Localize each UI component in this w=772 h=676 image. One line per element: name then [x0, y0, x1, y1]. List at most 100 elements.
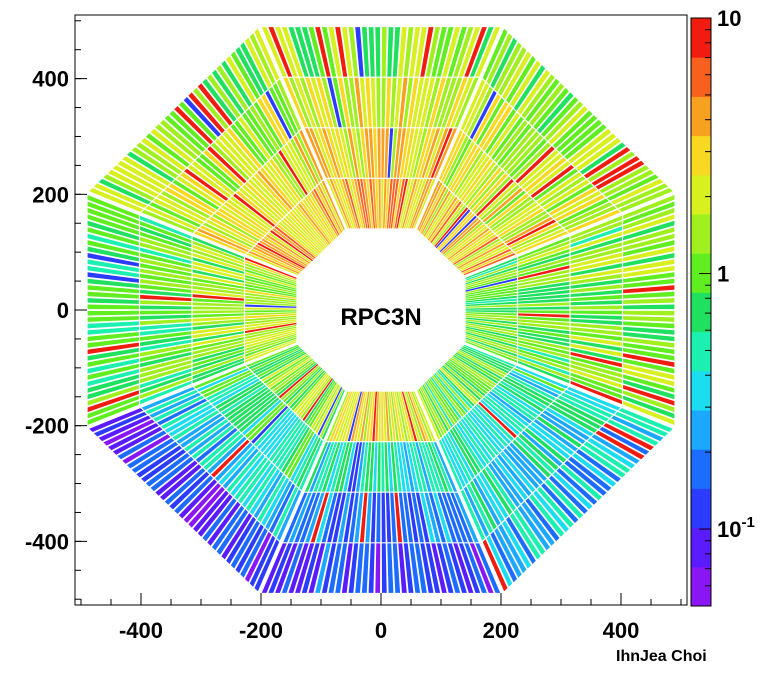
strip-cell [456, 152, 487, 198]
strip-cell [233, 393, 275, 427]
strip-cell [570, 356, 622, 373]
strip-cell [221, 60, 252, 107]
strip-cell [195, 157, 238, 192]
strip-cell [180, 172, 226, 204]
strip-cell [618, 188, 673, 212]
strip-cell [252, 246, 303, 272]
strip-cell [245, 319, 297, 328]
strip-cell [393, 128, 402, 178]
strip-cell [611, 178, 664, 205]
strip-cell [570, 294, 622, 302]
strip-cell [149, 392, 201, 418]
strip-cell [354, 391, 366, 441]
strip-cell [521, 430, 563, 467]
strip-cell [433, 374, 466, 415]
strip-cell [453, 543, 474, 593]
strip-cell [428, 77, 446, 128]
strip-cell [321, 492, 338, 543]
strip-cell [591, 434, 640, 464]
strip-cell [473, 94, 501, 143]
strip-cell [456, 242, 505, 269]
strip-cell [195, 428, 238, 463]
strip-cell [277, 489, 302, 541]
strip-cell [406, 128, 419, 178]
strip-cell [599, 426, 650, 455]
strip-cell [245, 272, 297, 289]
strip-cell [348, 543, 359, 593]
strip-cell [424, 128, 445, 178]
strip-cell [140, 226, 192, 248]
strip-cell [122, 434, 171, 464]
strip-cell [238, 116, 271, 160]
strip-cell [192, 334, 244, 347]
strip-cell [452, 426, 481, 473]
sector-s [261, 391, 501, 593]
strip-cell [87, 291, 139, 299]
strip-cell [570, 368, 622, 389]
strip-cell [230, 51, 260, 100]
strip-cell [411, 492, 424, 543]
strip-cell [390, 492, 397, 543]
strip-cell [348, 27, 359, 77]
strip-cell [87, 385, 139, 406]
strip-cell [236, 395, 278, 430]
strip-cell [245, 324, 297, 337]
strip-cell [398, 27, 407, 77]
strip-cell [570, 335, 622, 347]
strip-cell [93, 183, 147, 209]
strip-cell [108, 423, 159, 451]
strip-cell [424, 77, 441, 128]
y-tick-label: 200 [32, 182, 69, 207]
strip-cell [465, 278, 517, 292]
strip-cell [454, 492, 479, 543]
strip-cell [485, 466, 516, 511]
strip-cell [357, 179, 368, 229]
strip-cell [465, 266, 517, 285]
strip-cell [623, 246, 675, 262]
strip-cell [428, 492, 446, 543]
strip-cell [284, 429, 313, 476]
strip-cell [623, 201, 675, 225]
strip-cell [439, 215, 477, 253]
strip-cell [623, 321, 675, 329]
strip-cell [434, 373, 469, 413]
strip-cell [328, 543, 342, 593]
strip-cell [245, 313, 297, 319]
strip-cell [87, 227, 139, 246]
strip-cell [497, 208, 544, 238]
colorbar-band [691, 429, 711, 440]
strip-cell [174, 475, 214, 514]
strip-cell [194, 231, 247, 255]
strip-cell [478, 401, 517, 438]
strip-cell [570, 236, 622, 256]
strip-cell [375, 179, 379, 229]
strip-cell [192, 352, 244, 371]
strip-cell [296, 205, 329, 246]
strip-cell [445, 223, 486, 258]
strip-cell [265, 356, 311, 386]
strip-cell [321, 389, 345, 440]
strip-cell [570, 231, 622, 252]
strip-cell [184, 419, 229, 452]
strip-cell [140, 376, 192, 399]
strip-cell [246, 109, 277, 154]
strip-cell [465, 292, 517, 301]
strip-cell [254, 173, 291, 212]
strip-cell [251, 176, 289, 215]
strip-cell [209, 216, 258, 244]
strip-cell [117, 160, 167, 190]
strip-cell [441, 132, 466, 183]
strip-cell [510, 60, 541, 107]
strip-cell [309, 381, 337, 428]
strip-cell [192, 310, 244, 314]
strip-cell [207, 501, 241, 546]
strip-cell [570, 263, 622, 277]
strip-cell [245, 263, 297, 283]
strip-cell [188, 92, 225, 134]
strip-cell [261, 477, 289, 526]
strip-cell [518, 319, 570, 326]
strip-cell [551, 191, 602, 219]
strip-cell [570, 300, 622, 306]
colorbar-band [691, 468, 711, 480]
strip-cell [304, 128, 329, 178]
